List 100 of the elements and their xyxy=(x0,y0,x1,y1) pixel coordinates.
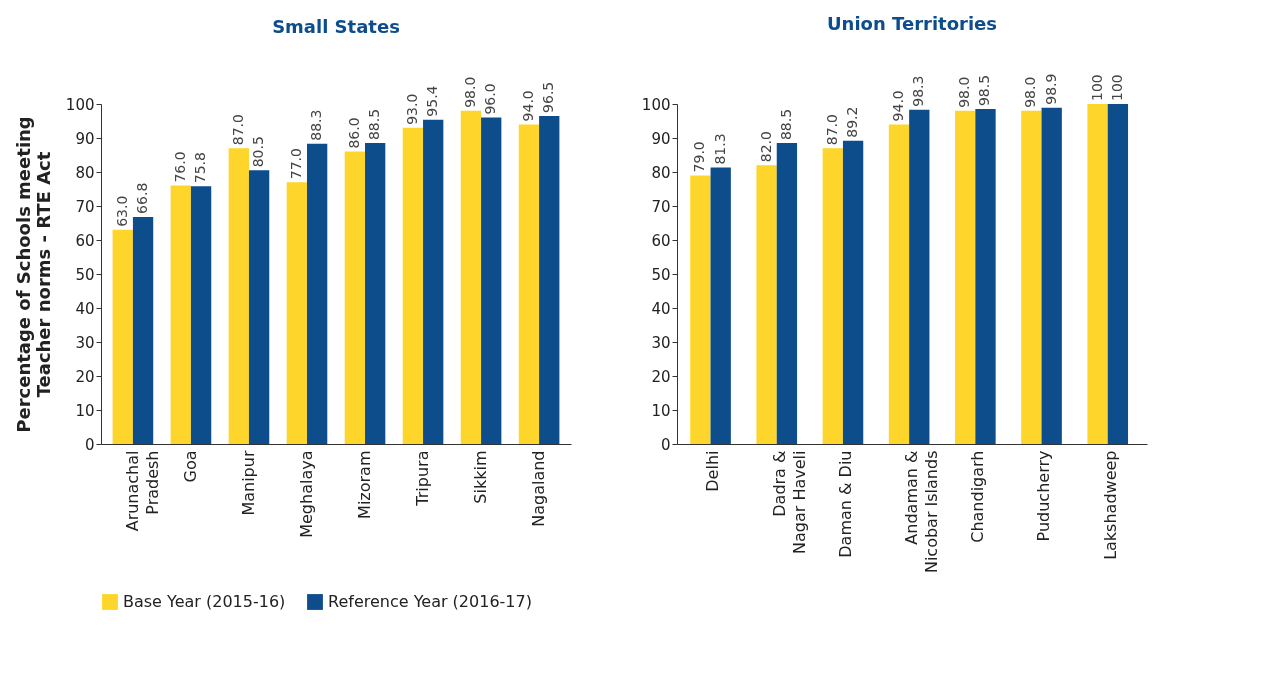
y-tick-label: 70 xyxy=(75,197,95,216)
x-tick-label: Andaman & Nicobar Islands xyxy=(902,450,941,574)
bar xyxy=(822,148,843,444)
bar xyxy=(710,167,731,444)
bar xyxy=(481,117,502,444)
bar xyxy=(955,110,976,444)
bar xyxy=(909,109,930,444)
bar xyxy=(888,124,910,444)
y-tick-label: 50 xyxy=(651,265,671,284)
bar xyxy=(1041,107,1062,444)
data-label: 88.5 xyxy=(777,108,794,141)
x-tick-label: Delhi xyxy=(703,450,723,492)
bar xyxy=(776,143,798,444)
x-tick-label: Puducherry xyxy=(1034,450,1054,542)
x-tick-label: Arunachal Pradesh xyxy=(122,450,162,532)
x-tick-label: Manipur xyxy=(238,450,258,516)
bar xyxy=(344,151,366,444)
data-label: 95.4 xyxy=(424,85,441,117)
bar xyxy=(132,216,154,444)
y-tick-label: 20 xyxy=(75,367,95,386)
data-label: 96.0 xyxy=(482,83,499,115)
bar xyxy=(518,124,540,444)
data-label: 87.0 xyxy=(823,114,840,146)
y-tick-label: 10 xyxy=(651,401,671,420)
x-tick-label: Dadra & Nagar Haveli xyxy=(769,450,809,554)
data-label: 96.5 xyxy=(540,81,557,113)
y-tick-label: 40 xyxy=(75,299,95,318)
bar xyxy=(228,148,249,444)
bar xyxy=(423,119,444,444)
y-tick-label: 80 xyxy=(651,163,671,182)
y-tick-label: 60 xyxy=(651,231,671,250)
bar xyxy=(1021,110,1042,444)
bar xyxy=(170,185,191,444)
bar xyxy=(286,182,307,444)
x-tick-label: Meghalaya xyxy=(296,450,316,538)
y-tick-label: 50 xyxy=(75,265,95,284)
data-label: 94.0 xyxy=(519,90,536,122)
data-label: 77.0 xyxy=(287,148,304,180)
y-tick-label: 90 xyxy=(75,129,95,148)
bar xyxy=(842,140,864,444)
y-tick-label: 90 xyxy=(651,129,671,148)
bar xyxy=(756,165,777,444)
data-label: 89.2 xyxy=(844,106,861,138)
bar xyxy=(306,143,328,444)
x-tick-label: Chandigarh xyxy=(968,450,988,543)
data-label: 93.0 xyxy=(403,93,420,125)
y-tick-label: 60 xyxy=(75,231,95,250)
data-label: 87.0 xyxy=(229,114,246,146)
y-tick-label: 70 xyxy=(651,197,671,216)
data-label: 98.3 xyxy=(910,75,927,107)
data-label: 88.3 xyxy=(308,109,325,141)
data-label: 88.5 xyxy=(366,108,383,141)
bar xyxy=(690,175,711,444)
data-label: 76.0 xyxy=(171,151,188,183)
x-tick-label: Nagaland xyxy=(529,450,549,527)
data-label: 66.8 xyxy=(134,182,151,214)
data-label: 98.5 xyxy=(976,74,993,107)
bar xyxy=(365,143,386,444)
bar xyxy=(402,127,424,444)
data-label: 100 xyxy=(1108,74,1125,101)
y-axis-title: Percentage of Schools meeting Teacher norms - RTE Act xyxy=(12,116,54,433)
bar xyxy=(460,110,482,444)
y-tick-label: 0 xyxy=(660,435,671,454)
y-tick-label: 20 xyxy=(651,367,671,386)
y-tick-label: 100 xyxy=(65,95,95,114)
y-tick-label: 40 xyxy=(651,299,671,318)
data-label: 82.0 xyxy=(757,131,774,163)
chart-title: Union Territories xyxy=(826,12,998,34)
data-label: 98.0 xyxy=(956,76,973,108)
bar xyxy=(248,170,270,444)
data-label: 98.0 xyxy=(1022,76,1039,108)
bar xyxy=(1107,104,1129,444)
legend-label: Base Year (2015-16) xyxy=(123,592,286,611)
y-tick-label: 30 xyxy=(75,333,95,352)
bar xyxy=(539,115,560,444)
x-tick-label: Tripura xyxy=(413,450,433,507)
data-label: 80.5 xyxy=(250,136,267,168)
data-label: 94.0 xyxy=(889,90,906,122)
x-tick-label: Sikkim xyxy=(471,450,491,504)
x-tick-label: Mizoram xyxy=(355,450,375,519)
bar xyxy=(1087,104,1108,444)
legend-label: Reference Year (2016-17) xyxy=(328,592,532,611)
x-tick-label: Lakshadweep xyxy=(1100,450,1120,560)
data-label: 63.0 xyxy=(113,195,130,227)
data-label: 100 xyxy=(1088,74,1105,101)
x-tick-label: Daman & Diu xyxy=(835,450,855,558)
data-label: 81.3 xyxy=(711,133,728,165)
data-label: 79.0 xyxy=(691,141,708,173)
y-tick-label: 10 xyxy=(75,401,95,420)
data-label: 75.8 xyxy=(192,152,209,184)
data-label: 98.9 xyxy=(1042,73,1059,105)
bar xyxy=(190,186,212,444)
y-tick-label: 100 xyxy=(641,95,671,114)
data-label: 98.0 xyxy=(461,76,478,108)
y-tick-label: 30 xyxy=(651,333,671,352)
y-tick-label: 80 xyxy=(75,163,95,182)
data-label: 86.0 xyxy=(345,117,362,149)
chart-title: Small States xyxy=(272,15,400,37)
y-tick-label: 0 xyxy=(84,435,95,454)
x-tick-label: Goa xyxy=(180,450,200,483)
